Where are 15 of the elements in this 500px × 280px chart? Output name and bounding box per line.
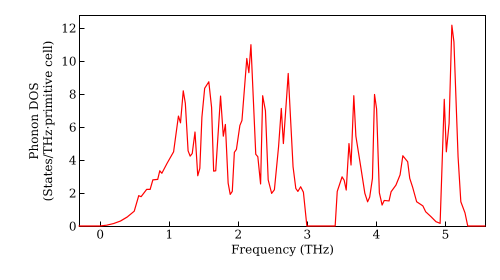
x-tick-label: 3 (304, 228, 312, 242)
y-tick-label: 6 (68, 120, 76, 135)
y-tick-label: 12 (61, 22, 76, 36)
line-series (78, 24, 486, 227)
y-tick-label: 8 (68, 88, 76, 102)
y-tick-label: 2 (68, 186, 76, 201)
x-tick-label: 5 (442, 228, 450, 242)
y-tick-label: 4 (68, 154, 77, 168)
x-axis-title: Frequency (THz) (231, 242, 334, 256)
x-tick-label: 0 (96, 228, 104, 242)
y-axis-title: Phonon DOS (States/THz·primitive cell) (27, 40, 56, 202)
y-tick-label: 10 (61, 54, 76, 69)
x-tick-label: 1 (165, 228, 174, 242)
x-tick-label: 2 (234, 228, 242, 242)
x-tick-label: 4 (372, 228, 381, 242)
